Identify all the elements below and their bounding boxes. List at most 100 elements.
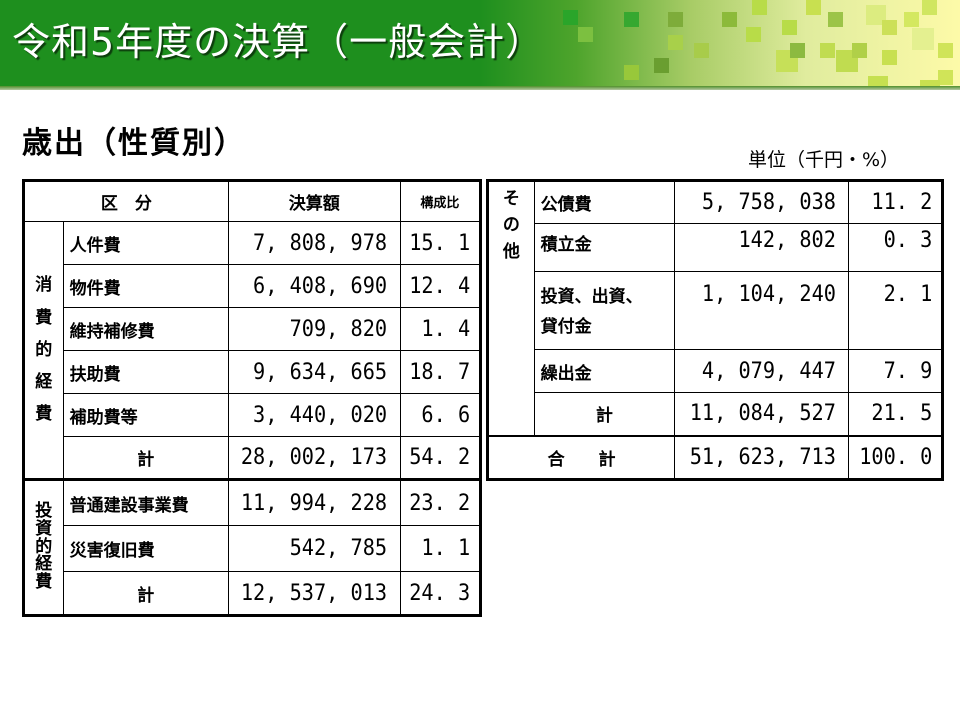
item-label: 繰出金 bbox=[533, 349, 676, 393]
decorative-square bbox=[752, 0, 767, 15]
grand-total-row: 合 計 51, 623, 713 100. 0 bbox=[486, 434, 943, 480]
expenditure-table-right: そ の 他 公債費 5, 758, 038 11. 2 積立金 142, 802… bbox=[486, 179, 944, 481]
subtotal-label: 計 bbox=[62, 436, 229, 480]
ratio-cell: 100. 0 bbox=[851, 434, 940, 480]
ratio-cell: 18. 7 bbox=[402, 350, 478, 394]
ratio-cell: 1. 4 bbox=[402, 307, 478, 351]
decorative-square bbox=[578, 27, 593, 42]
table-row: 扶助費 9, 634, 665 18. 7 bbox=[24, 350, 481, 394]
decorative-square bbox=[920, 80, 940, 88]
table-row: 災害復旧費 542, 785 1. 1 bbox=[24, 525, 481, 572]
decorative-square bbox=[820, 43, 835, 58]
item-label: 災害復旧費 bbox=[62, 525, 229, 572]
decorative-square bbox=[790, 43, 805, 58]
table-row: 消 費 的 経 費 人件費 7, 808, 978 15. 1 bbox=[23, 221, 481, 480]
item-label: 積立金 bbox=[533, 223, 676, 272]
ratio-cell: 21. 5 bbox=[851, 392, 940, 436]
group-label-char: 資 bbox=[35, 518, 53, 539]
table-row: 維持補修費 709, 820 1. 4 bbox=[24, 307, 481, 351]
item-label: 扶助費 bbox=[62, 350, 229, 394]
table-row: 物件費 6, 408, 690 12. 4 bbox=[24, 264, 481, 308]
group-label-char: 消 bbox=[35, 275, 53, 296]
group-label-investment: 投 資 的 経 費 bbox=[23, 478, 64, 616]
item-label-line: 貸付金 bbox=[540, 317, 592, 337]
table-row: そ の 他 公債費 5, 758, 038 11. 2 bbox=[487, 180, 943, 436]
decorative-square bbox=[722, 12, 737, 27]
amount-cell: 1, 104, 240 bbox=[681, 271, 843, 350]
amount-cell: 3, 440, 020 bbox=[234, 393, 394, 437]
ratio-cell: 15. 1 bbox=[402, 221, 478, 265]
decorative-square bbox=[624, 65, 639, 80]
table-row: 積立金 142, 802 0. 3 bbox=[488, 223, 943, 272]
table-row: 投資、出資、 貸付金 1, 104, 240 2. 1 bbox=[488, 271, 943, 350]
subtotal-label: 計 bbox=[533, 392, 676, 436]
decorative-square bbox=[668, 35, 683, 50]
decorative-square bbox=[852, 43, 867, 58]
amount-cell: 6, 408, 690 bbox=[234, 264, 394, 308]
decorative-square bbox=[828, 12, 843, 27]
decorative-square bbox=[668, 12, 683, 27]
item-label-line: 投資、出資、 bbox=[540, 287, 643, 307]
ratio-cell: 7. 9 bbox=[851, 349, 940, 393]
group-label-char: 的 bbox=[35, 536, 53, 557]
decorative-square bbox=[563, 10, 578, 25]
amount-cell: 11, 084, 527 bbox=[681, 392, 843, 436]
group-label-char: 投 bbox=[35, 500, 53, 521]
header-ratio: 構成比 bbox=[399, 180, 482, 222]
decorative-square bbox=[624, 12, 639, 27]
ratio-cell: 24. 3 bbox=[402, 571, 478, 616]
table-row: 補助費等 3, 440, 020 6. 6 bbox=[24, 393, 481, 437]
decorative-square bbox=[882, 20, 897, 35]
amount-cell: 709, 820 bbox=[234, 307, 394, 351]
decorative-square bbox=[912, 28, 934, 50]
decorative-square bbox=[654, 58, 669, 73]
amount-cell: 142, 802 bbox=[681, 223, 843, 272]
subtotal-row: 計 11, 084, 527 21. 5 bbox=[488, 392, 943, 436]
group-label-char: 費 bbox=[35, 307, 53, 328]
subtotal-row: 計 28, 002, 173 54. 2 bbox=[24, 436, 481, 480]
group-label-char: 他 bbox=[502, 241, 520, 262]
item-label: 物件費 bbox=[62, 264, 229, 308]
section-title: 歳出（性質別） bbox=[22, 126, 246, 161]
decorative-square bbox=[922, 0, 937, 15]
item-label: 投資、出資、 貸付金 bbox=[533, 271, 676, 350]
group-label-char: 費 bbox=[35, 572, 53, 593]
ratio-cell: 12. 4 bbox=[402, 264, 478, 308]
decorative-square bbox=[882, 50, 897, 65]
decorative-square bbox=[938, 70, 953, 85]
grand-total-label: 合 計 bbox=[486, 434, 676, 480]
table-header-row: 区 分 決算額 構成比 bbox=[23, 180, 482, 222]
item-label: 公債費 bbox=[533, 180, 676, 224]
ratio-cell: 0. 3 bbox=[851, 223, 940, 272]
group-label-char: 的 bbox=[35, 339, 53, 360]
table-row: 投 資 的 経 費 普通建設事業費 11, 994, 228 23. 2 bbox=[23, 478, 481, 616]
group-label-char: 経 bbox=[35, 554, 53, 575]
subtotal-label: 計 bbox=[62, 571, 229, 616]
decorative-square bbox=[868, 76, 888, 88]
decorative-square bbox=[904, 12, 919, 27]
header-amount: 決算額 bbox=[227, 180, 401, 222]
amount-cell: 5, 758, 038 bbox=[681, 180, 843, 224]
group-label-char: そ bbox=[502, 189, 520, 209]
subtotal-row: 計 12, 537, 013 24. 3 bbox=[24, 571, 481, 616]
group-label-char: 経 bbox=[35, 372, 53, 393]
decorative-square bbox=[806, 0, 821, 15]
ratio-cell: 11. 2 bbox=[851, 180, 940, 224]
decorative-square bbox=[782, 20, 797, 35]
amount-cell: 7, 808, 978 bbox=[234, 221, 394, 265]
decorative-square bbox=[866, 5, 886, 25]
header-category: 区 分 bbox=[23, 180, 229, 222]
amount-cell: 28, 002, 173 bbox=[234, 436, 394, 480]
expenditure-table-left: 区 分 決算額 構成比 消 費 的 経 費 人件費 7, 808, 978 15… bbox=[22, 179, 482, 617]
page-title: 令和5年度の決算（一般会計） bbox=[12, 20, 545, 64]
ratio-cell: 6. 6 bbox=[402, 393, 478, 437]
decorative-square bbox=[746, 27, 761, 42]
item-label: 普通建設事業費 bbox=[62, 478, 229, 526]
amount-cell: 12, 537, 013 bbox=[234, 571, 394, 616]
amount-cell: 542, 785 bbox=[234, 525, 394, 572]
amount-cell: 9, 634, 665 bbox=[234, 350, 394, 394]
group-label-char: の bbox=[502, 215, 520, 236]
unit-note: 単位（千円・%） bbox=[748, 149, 900, 171]
table-row: 繰出金 4, 079, 447 7. 9 bbox=[488, 349, 943, 393]
decorative-square bbox=[938, 43, 953, 58]
